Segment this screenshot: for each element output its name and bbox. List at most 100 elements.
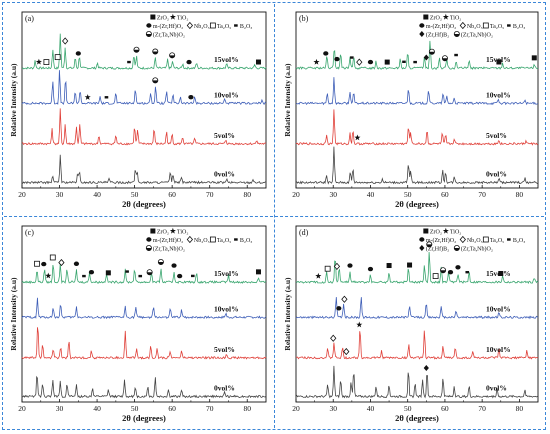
x-tick-label: 20 — [18, 404, 26, 413]
series-label: 5vol% — [214, 131, 235, 140]
phase-marker — [334, 56, 340, 62]
series-line — [295, 146, 539, 185]
legend-marker — [423, 14, 429, 20]
phase-marker — [498, 270, 504, 276]
phase-marker — [105, 270, 111, 276]
legend-marker — [442, 13, 449, 20]
phase-marker — [447, 269, 454, 275]
legend-marker-fill — [146, 248, 152, 251]
x-tick-label: 80 — [243, 190, 251, 199]
x-tick-label: 30 — [329, 190, 337, 199]
legend-marker — [146, 237, 152, 242]
phase-marker — [255, 269, 261, 275]
phase-marker — [384, 59, 390, 65]
series-label: 10vol% — [214, 90, 239, 99]
plot-area — [295, 11, 539, 189]
figure-frame — [2, 2, 546, 430]
phase-marker — [455, 265, 461, 270]
phase-marker-fill — [429, 51, 435, 55]
legend-label: ZrO₂ — [430, 230, 442, 236]
legend-label: B₂O₃ — [513, 238, 526, 244]
legend-label: B₂O₃ — [240, 24, 253, 30]
plot-area — [21, 11, 267, 189]
phase-marker — [43, 59, 50, 65]
series-line — [295, 330, 539, 360]
series-label: 10vol% — [486, 345, 511, 354]
x-tick-label: 30 — [329, 404, 337, 413]
phase-marker — [138, 274, 143, 278]
phase-marker — [465, 270, 470, 274]
phase-marker — [356, 321, 363, 328]
x-tick-label: 60 — [168, 190, 176, 199]
phase-marker — [324, 265, 331, 272]
x-tick-label: 30 — [56, 190, 64, 199]
phase-marker — [191, 274, 195, 278]
legend-marker — [459, 235, 466, 244]
series-line — [21, 108, 267, 146]
phase-marker — [432, 273, 439, 279]
legend-marker — [507, 24, 511, 27]
legend-marker — [419, 31, 425, 37]
phase-marker — [45, 272, 52, 279]
phase-marker — [347, 263, 353, 268]
legend-marker — [169, 227, 176, 234]
phase-marker-fill — [158, 262, 164, 265]
series-line — [21, 70, 267, 106]
phase-marker — [313, 58, 320, 65]
x-tick-label: 50 — [404, 404, 412, 413]
panel-label: (a) — [25, 14, 34, 23]
phase-marker-fill — [152, 51, 158, 55]
phase-marker — [84, 94, 91, 100]
phase-marker — [82, 274, 86, 278]
legend-marker-fill — [454, 248, 460, 251]
phase-marker — [177, 273, 183, 279]
phase-marker — [186, 59, 192, 65]
legend-marker — [482, 22, 489, 29]
legend-marker — [186, 235, 194, 244]
legend-marker — [186, 21, 194, 30]
series-label: 10vol% — [486, 304, 511, 313]
series-line — [21, 375, 267, 399]
panel-c: 20 30 40 50 60 70 80 2θ (degrees) Relative Inten… — [9, 225, 267, 423]
series-line — [295, 297, 539, 320]
series-line — [21, 154, 267, 185]
legend-marker — [209, 22, 216, 29]
y-axis-label: Relative Intensity (a.u) — [9, 277, 18, 351]
legend-marker — [150, 14, 156, 20]
phase-marker — [73, 261, 80, 266]
legend-label: (Zr,Hf)B₂ — [426, 246, 449, 253]
phase-marker — [62, 37, 69, 45]
legend-label: B₂O₃ — [240, 238, 253, 244]
phase-marker — [323, 51, 329, 56]
series-line — [295, 109, 539, 146]
legend-label: Nb₂O₅ — [467, 24, 483, 30]
panel-divider-horizontal — [4, 216, 544, 217]
phase-marker — [336, 306, 342, 311]
x-tick-label: 60 — [168, 404, 176, 413]
legend-label: B₂O₃ — [513, 24, 526, 30]
x-tick-label: 40 — [93, 404, 101, 413]
phase-marker-fill — [169, 55, 175, 58]
legend-marker — [169, 13, 176, 20]
legend-label: Nb₂O₅ — [194, 24, 210, 30]
phase-marker — [367, 59, 374, 65]
legend-marker — [442, 227, 449, 234]
x-axis-label: 2θ (degrees) — [395, 413, 439, 423]
panel-label: (b) — [299, 14, 309, 23]
series-line — [21, 297, 267, 320]
series-label: 15vol% — [214, 269, 239, 278]
phase-marker — [41, 261, 47, 267]
series-line — [21, 263, 267, 285]
x-tick-label: 70 — [478, 404, 486, 413]
phase-marker — [58, 258, 65, 267]
phase-marker — [343, 347, 350, 356]
x-tick-label: 70 — [206, 190, 214, 199]
legend-marker — [482, 236, 489, 243]
legend-marker — [507, 238, 511, 241]
x-axis-label: 2θ (degrees) — [122, 413, 166, 423]
legend-marker — [419, 23, 425, 28]
phase-marker — [88, 269, 95, 275]
phase-marker — [125, 270, 129, 273]
x-tick-label: 50 — [404, 190, 412, 199]
phase-marker-fill — [147, 272, 153, 275]
